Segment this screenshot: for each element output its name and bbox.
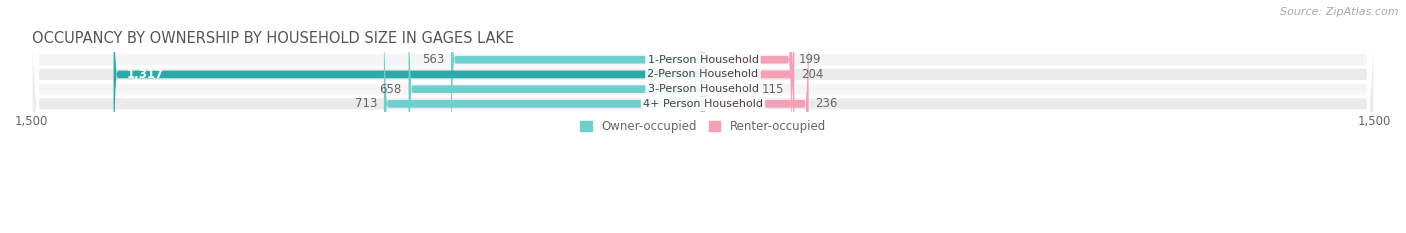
FancyBboxPatch shape [703,0,794,218]
Legend: Owner-occupied, Renter-occupied: Owner-occupied, Renter-occupied [575,115,831,137]
FancyBboxPatch shape [384,0,703,233]
FancyBboxPatch shape [32,0,1374,233]
FancyBboxPatch shape [409,0,703,233]
Text: 204: 204 [801,68,824,81]
Text: 115: 115 [761,83,783,96]
Text: Source: ZipAtlas.com: Source: ZipAtlas.com [1281,7,1399,17]
FancyBboxPatch shape [703,0,808,233]
Text: 1-Person Household: 1-Person Household [648,55,758,65]
FancyBboxPatch shape [32,0,1374,233]
Text: 4+ Person Household: 4+ Person Household [643,99,763,109]
Text: 236: 236 [815,97,838,110]
FancyBboxPatch shape [451,0,703,203]
Text: 3-Person Household: 3-Person Household [648,84,758,94]
Text: 2-Person Household: 2-Person Household [647,69,759,79]
Text: 563: 563 [422,53,444,66]
FancyBboxPatch shape [32,0,1374,233]
FancyBboxPatch shape [703,0,792,203]
Text: 713: 713 [354,97,377,110]
Text: OCCUPANCY BY OWNERSHIP BY HOUSEHOLD SIZE IN GAGES LAKE: OCCUPANCY BY OWNERSHIP BY HOUSEHOLD SIZE… [32,31,513,46]
FancyBboxPatch shape [32,0,1374,233]
Text: 658: 658 [380,83,402,96]
Text: 199: 199 [799,53,821,66]
FancyBboxPatch shape [114,0,703,218]
Text: 1,317: 1,317 [127,68,165,81]
FancyBboxPatch shape [703,0,755,233]
